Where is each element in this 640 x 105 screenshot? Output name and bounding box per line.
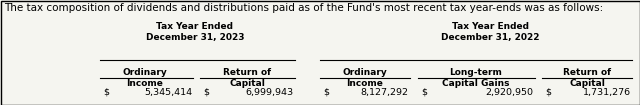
- Text: Return of
Capital: Return of Capital: [563, 68, 611, 88]
- Text: 1,731,276: 1,731,276: [583, 88, 631, 97]
- Text: $: $: [203, 88, 209, 97]
- Text: $: $: [421, 88, 427, 97]
- Text: 5,345,414: 5,345,414: [144, 88, 192, 97]
- Text: 6,999,943: 6,999,943: [245, 88, 293, 97]
- FancyBboxPatch shape: [1, 1, 639, 104]
- Text: Tax Year Ended: Tax Year Ended: [451, 22, 529, 31]
- Text: Tax Year Ended: Tax Year Ended: [157, 22, 234, 31]
- Text: 2,920,950: 2,920,950: [485, 88, 533, 97]
- Text: $: $: [545, 88, 551, 97]
- Text: December 31, 2022: December 31, 2022: [441, 33, 540, 42]
- Text: $: $: [323, 88, 329, 97]
- Text: Ordinary
Income: Ordinary Income: [342, 68, 387, 88]
- Text: Long-term
Capital Gains: Long-term Capital Gains: [442, 68, 509, 88]
- Text: The tax composition of dividends and distributions paid as of the Fund's most re: The tax composition of dividends and dis…: [4, 3, 604, 13]
- Text: $: $: [103, 88, 109, 97]
- Text: 8,127,292: 8,127,292: [360, 88, 408, 97]
- Text: December 31, 2023: December 31, 2023: [146, 33, 244, 42]
- Text: Ordinary
Income: Ordinary Income: [123, 68, 168, 88]
- Text: Return of
Capital: Return of Capital: [223, 68, 271, 88]
